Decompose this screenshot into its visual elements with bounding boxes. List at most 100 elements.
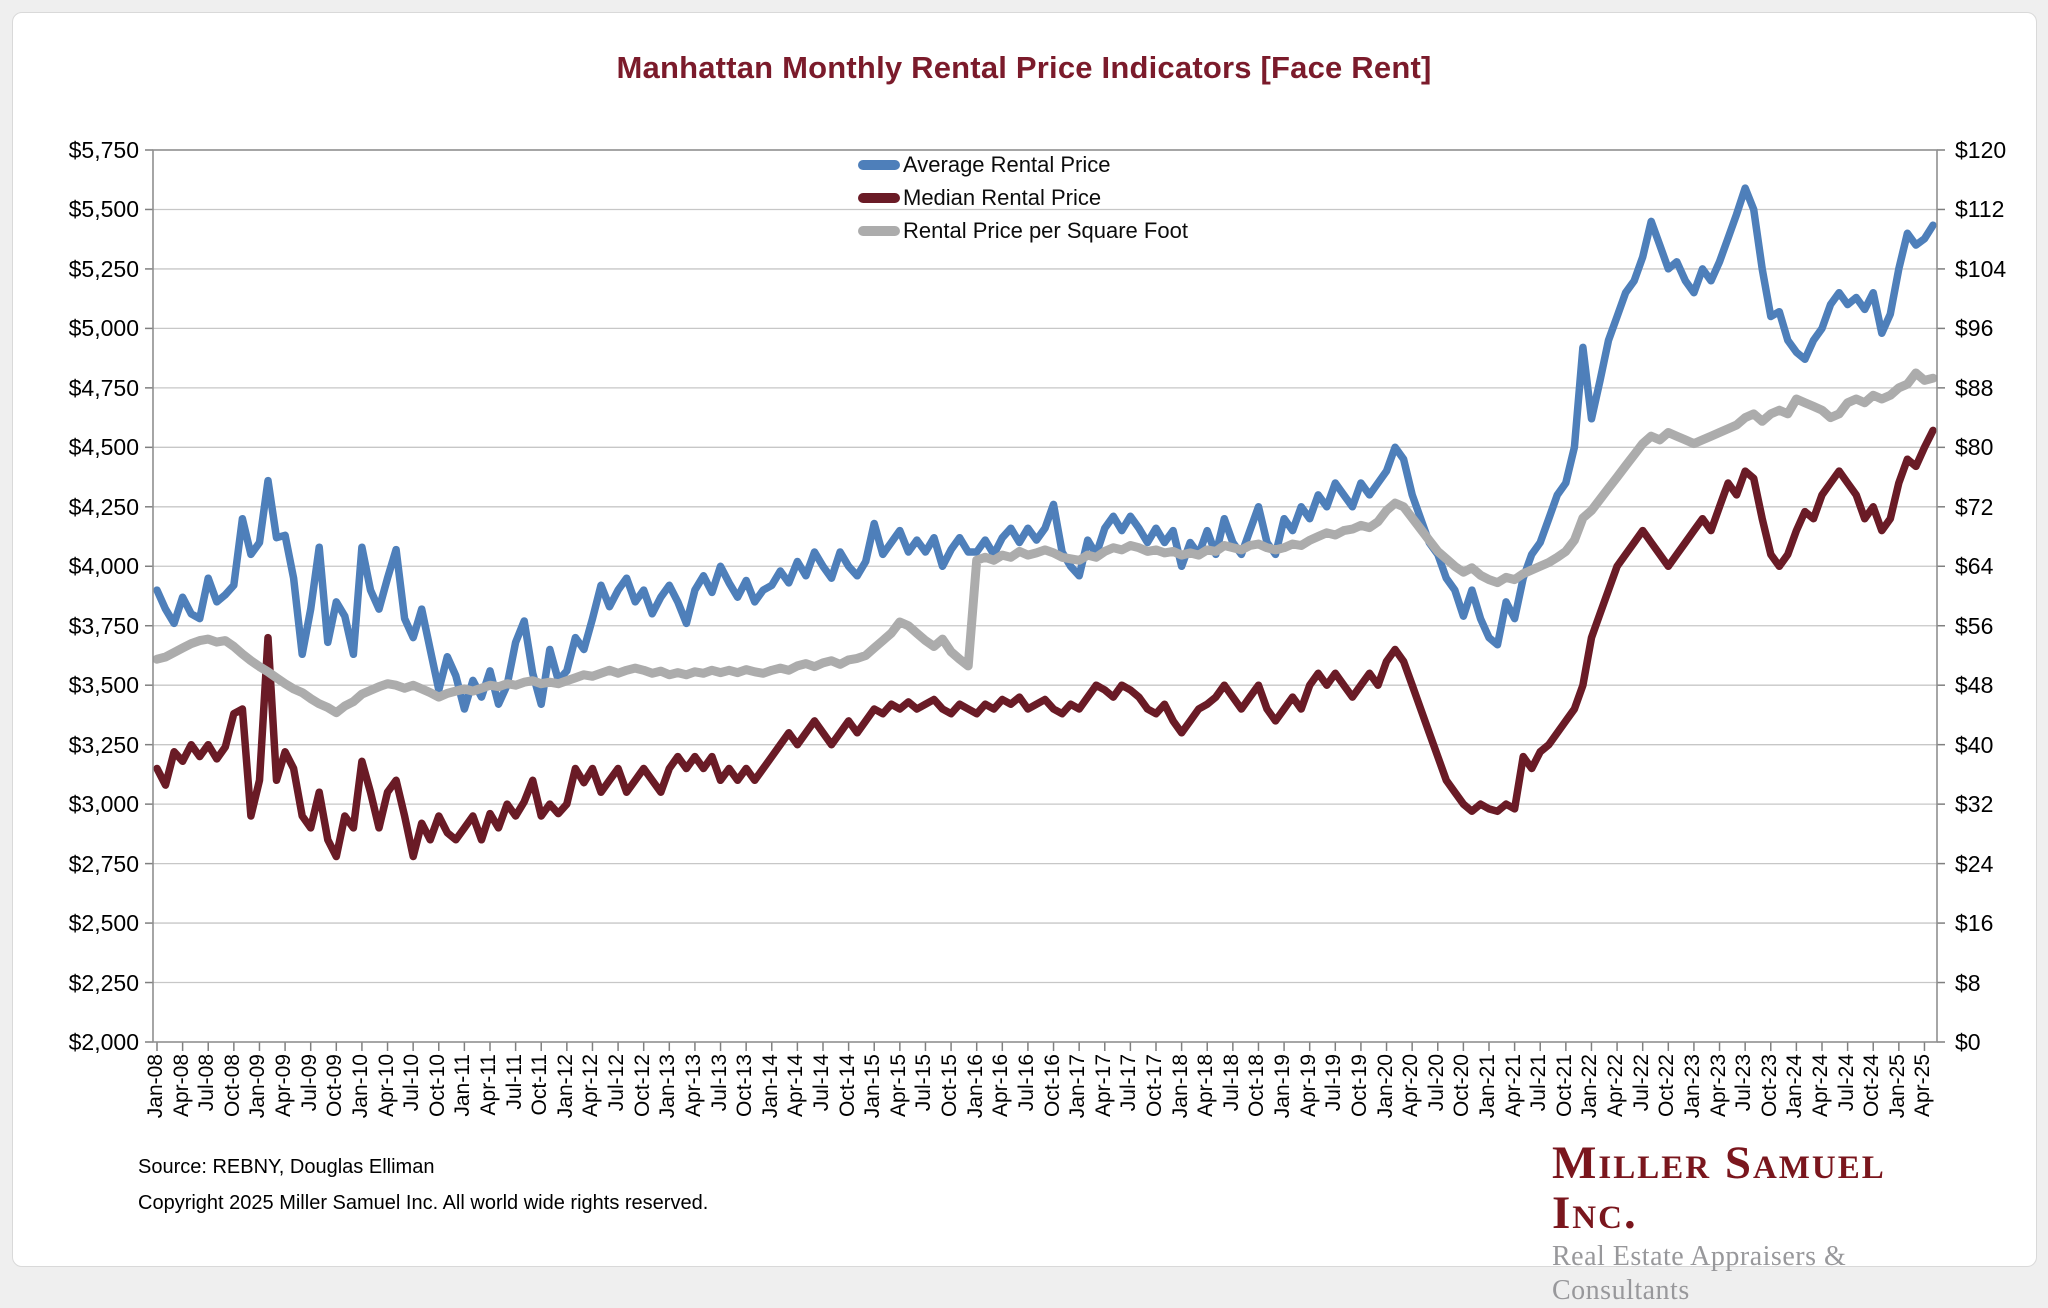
x-axis-label: Apr-25 [1911,1054,1935,1118]
legend-label-median: Median Rental Price [903,184,1102,210]
x-axis-label: Apr-11 [477,1054,500,1116]
y-left-label: $3,750 [68,612,139,639]
x-axis-label: Apr-24 [1809,1054,1832,1118]
y-right-label: $24 [1955,850,1994,877]
series-line-median [153,426,1937,861]
x-axis-label: Oct-19 [1347,1054,1371,1118]
y-left-label: $4,000 [68,553,139,580]
x-axis-label: Apr-08 [169,1054,193,1118]
series-line-ppsf [153,368,1937,718]
x-axis-label: Jul-19 [1322,1054,1346,1112]
x-axis-label: Oct-21 [1552,1054,1576,1118]
legend-swatch-average-icon [858,159,900,170]
x-axis-label: Apr-15 [886,1054,910,1118]
x-axis-label: Apr-20 [1399,1054,1423,1118]
y-right-label: $16 [1955,910,1994,937]
y-right-label: $72 [1955,493,1994,520]
x-axis-label: Apr-18 [1194,1054,1218,1118]
y-left-label: $4,500 [68,434,139,461]
x-axis-label: Apr-19 [1296,1054,1320,1118]
x-axis-label: Apr-10 [374,1054,398,1118]
x-axis-label: Jan-21 [1476,1054,1499,1119]
y-right-label: $96 [1955,315,1994,342]
y-right-label: $48 [1955,672,1994,699]
x-axis-label: Oct-24 [1860,1054,1884,1118]
x-axis-label: Apr-22 [1604,1054,1628,1118]
rental-price-line-chart [145,149,1945,1051]
x-axis-label: Oct-12 [630,1054,654,1118]
x-axis-label: Oct-23 [1757,1054,1781,1118]
x-axis-label: Jul-13 [707,1054,731,1112]
x-axis-label: Jul-10 [400,1054,424,1112]
legend-item-median: Median Rental Price [858,181,1188,214]
x-axis-label: Jul-09 [297,1054,321,1112]
series-line-average [153,184,1937,713]
page-title: Manhattan Monthly Rental Price Indicator… [616,50,1432,85]
x-axis-label: Jul-18 [1219,1054,1243,1112]
x-axis-label: Apr-16 [989,1054,1013,1118]
y-left-label: $4,750 [68,374,139,401]
x-axis-label: Oct-15 [938,1054,962,1118]
x-axis-label: Apr-23 [1706,1054,1730,1118]
x-axis-label: Jan-11 [451,1054,475,1117]
x-axis-label: Jan-10 [348,1054,372,1119]
x-axis-label: Jul-24 [1834,1054,1858,1112]
x-axis-label: Jul-12 [605,1054,629,1112]
x-axis-label: Oct-22 [1655,1054,1679,1118]
y-left-label: $5,500 [68,196,139,223]
y-left-label: $3,500 [68,672,139,699]
x-axis-label: Jul-14 [810,1054,833,1112]
y-left-label: $5,000 [68,315,139,342]
x-axis-label: Jan-13 [656,1054,680,1119]
x-axis-label: Oct-11 [528,1054,552,1116]
x-axis-label: Jan-09 [246,1054,270,1119]
y-left-label: $3,250 [68,731,139,758]
y-left-label: $3,000 [68,791,139,818]
y-right-label: $80 [1955,434,1994,461]
copyright-text: Copyright 2025 Miller Samuel Inc. All wo… [138,1192,709,1214]
x-axis-label: Oct-13 [733,1054,757,1118]
plot-border [152,149,1938,1043]
x-axis-label: Jul-21 [1527,1054,1551,1112]
y-right-label: $104 [1955,255,2007,282]
x-axis-label: Apr-09 [272,1054,296,1118]
x-axis-label: Oct-09 [323,1054,347,1118]
y-right-label: $56 [1955,612,1994,639]
y-left-label: $5,750 [68,137,139,163]
x-axis-label: Oct-20 [1450,1054,1474,1118]
y-left-label: $2,750 [68,850,139,877]
x-axis-label: Jul-16 [1014,1054,1038,1112]
x-axis-label: Jan-22 [1578,1054,1602,1119]
x-axis-label: Jul-08 [195,1054,219,1112]
x-axis-label: Oct-17 [1143,1054,1166,1118]
x-axis-label: Oct-16 [1040,1054,1064,1118]
y-left-label: $2,250 [68,969,139,996]
y-right-label: $32 [1955,791,1994,818]
y-left-label: $2,000 [68,1029,139,1055]
logo-tagline: Real Estate Appraisers & Consultants [1552,1241,1847,1306]
y-left-label: $4,250 [68,493,139,520]
y-right-label: $112 [1955,196,2005,223]
y-right-label: $40 [1955,731,1994,758]
legend-swatch-ppsf-icon [858,225,900,236]
x-axis-label: Apr-13 [681,1054,705,1118]
miller-samuel-logo: Miller Samuel Inc. Real Estate Appraiser… [1552,1138,1972,1308]
x-axis-label: Jan-20 [1373,1054,1397,1119]
x-axis-label: Oct-08 [220,1054,244,1118]
x-axis-label: Jan-15 [861,1054,885,1119]
y-right-label: $120 [1955,137,2007,163]
x-axis-label: Jul-11 [502,1054,526,1110]
legend: Average Rental Price Median Rental Price… [858,148,1188,247]
x-axis-label: Jan-19 [1271,1054,1295,1119]
legend-label-ppsf: Rental Price per Square Foot [903,217,1188,243]
x-axis-label: Oct-10 [425,1054,449,1118]
x-axis-label: Jan-24 [1783,1054,1807,1119]
legend-swatch-median-icon [858,192,900,203]
logo-name: Miller Samuel Inc. [1552,1137,1886,1239]
x-axis-label: Oct-14 [835,1054,859,1118]
x-axis-label: Jan-12 [553,1054,577,1119]
y-left-label: $2,500 [68,910,139,937]
y-right-label: $8 [1955,969,1981,996]
y-right-label: $88 [1955,374,1994,401]
x-axis-label: Oct-18 [1245,1054,1269,1118]
